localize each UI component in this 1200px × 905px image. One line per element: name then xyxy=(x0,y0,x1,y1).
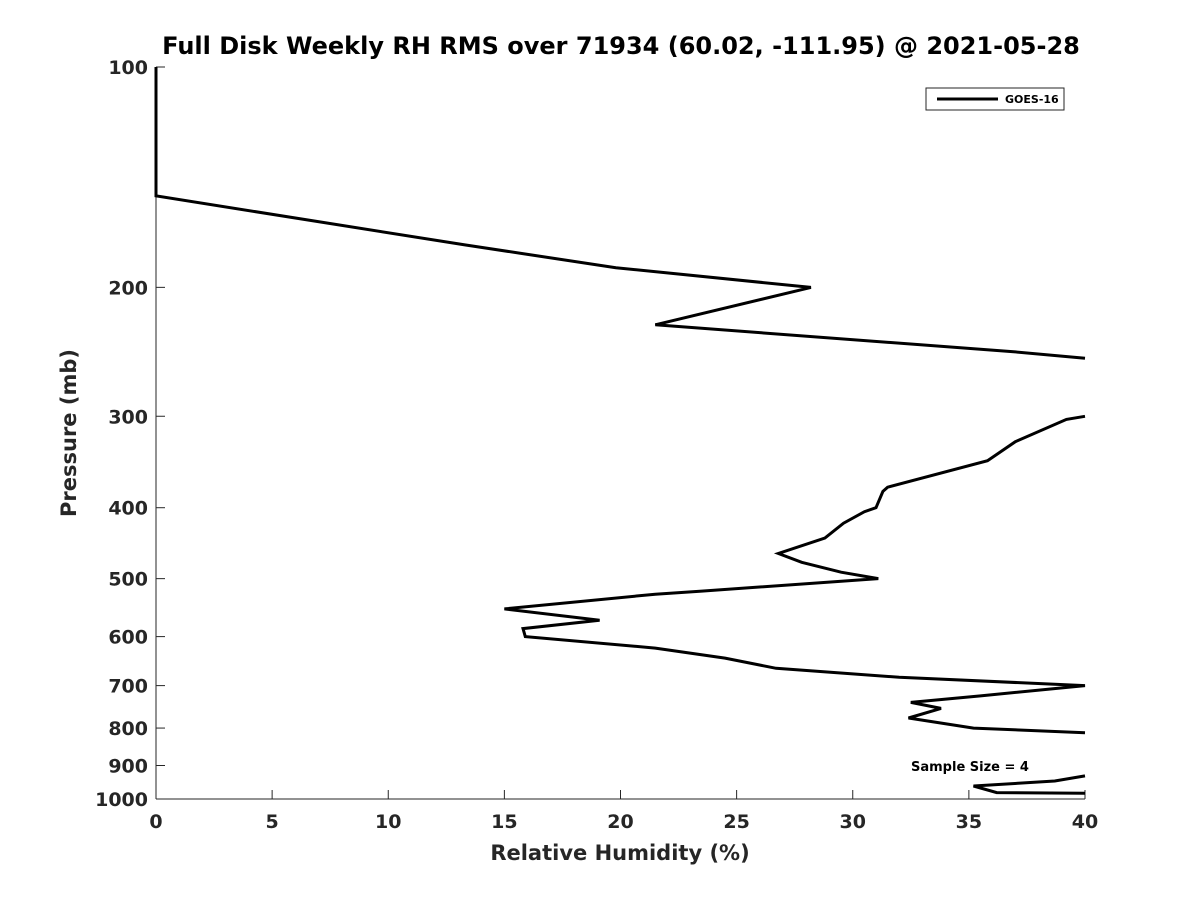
x-axis-label: Relative Humidity (%) xyxy=(490,841,749,865)
series-layer xyxy=(154,67,1086,795)
x-tick-label: 35 xyxy=(956,811,982,833)
x-tick-label: 40 xyxy=(1072,811,1098,833)
legend: GOES-16 xyxy=(925,87,1065,111)
x-tick-label: 20 xyxy=(607,811,633,833)
x-tick-label: 0 xyxy=(149,811,162,833)
y-axis-label: Pressure (mb) xyxy=(57,349,81,517)
x-tick-label: 5 xyxy=(266,811,279,833)
series-line-segment xyxy=(973,774,1086,795)
series-goes-16 xyxy=(154,67,1086,795)
y-tick-label: 700 xyxy=(108,676,148,698)
y-tick-label: 500 xyxy=(108,569,148,591)
y-tick-label: 400 xyxy=(108,498,148,520)
y-tick-label: 900 xyxy=(108,756,148,778)
series-line-segment xyxy=(504,414,1086,735)
legend-label: GOES-16 xyxy=(1005,93,1059,106)
x-tick-label: 30 xyxy=(840,811,866,833)
x-tick-label: 25 xyxy=(723,811,749,833)
series-line-segment xyxy=(154,67,1086,360)
x-tick-label: 10 xyxy=(375,811,401,833)
axes-group: 0 5 10 15 20 25 30 35 40 100 200 300 400 500 600 700 800… xyxy=(95,57,1098,833)
y-tick-label: 300 xyxy=(108,406,148,428)
chart-title: Full Disk Weekly RH RMS over 71934 (60.0… xyxy=(162,32,1080,60)
y-tick-label: 600 xyxy=(108,627,148,649)
x-tick-label: 15 xyxy=(491,811,517,833)
y-tick-label: 800 xyxy=(108,718,148,740)
sample-size-annotation: Sample Size = 4 xyxy=(911,760,1029,775)
y-tick-label: 1000 xyxy=(95,789,148,811)
y-tick-label: 200 xyxy=(108,277,148,299)
y-tick-label: 100 xyxy=(108,57,148,79)
